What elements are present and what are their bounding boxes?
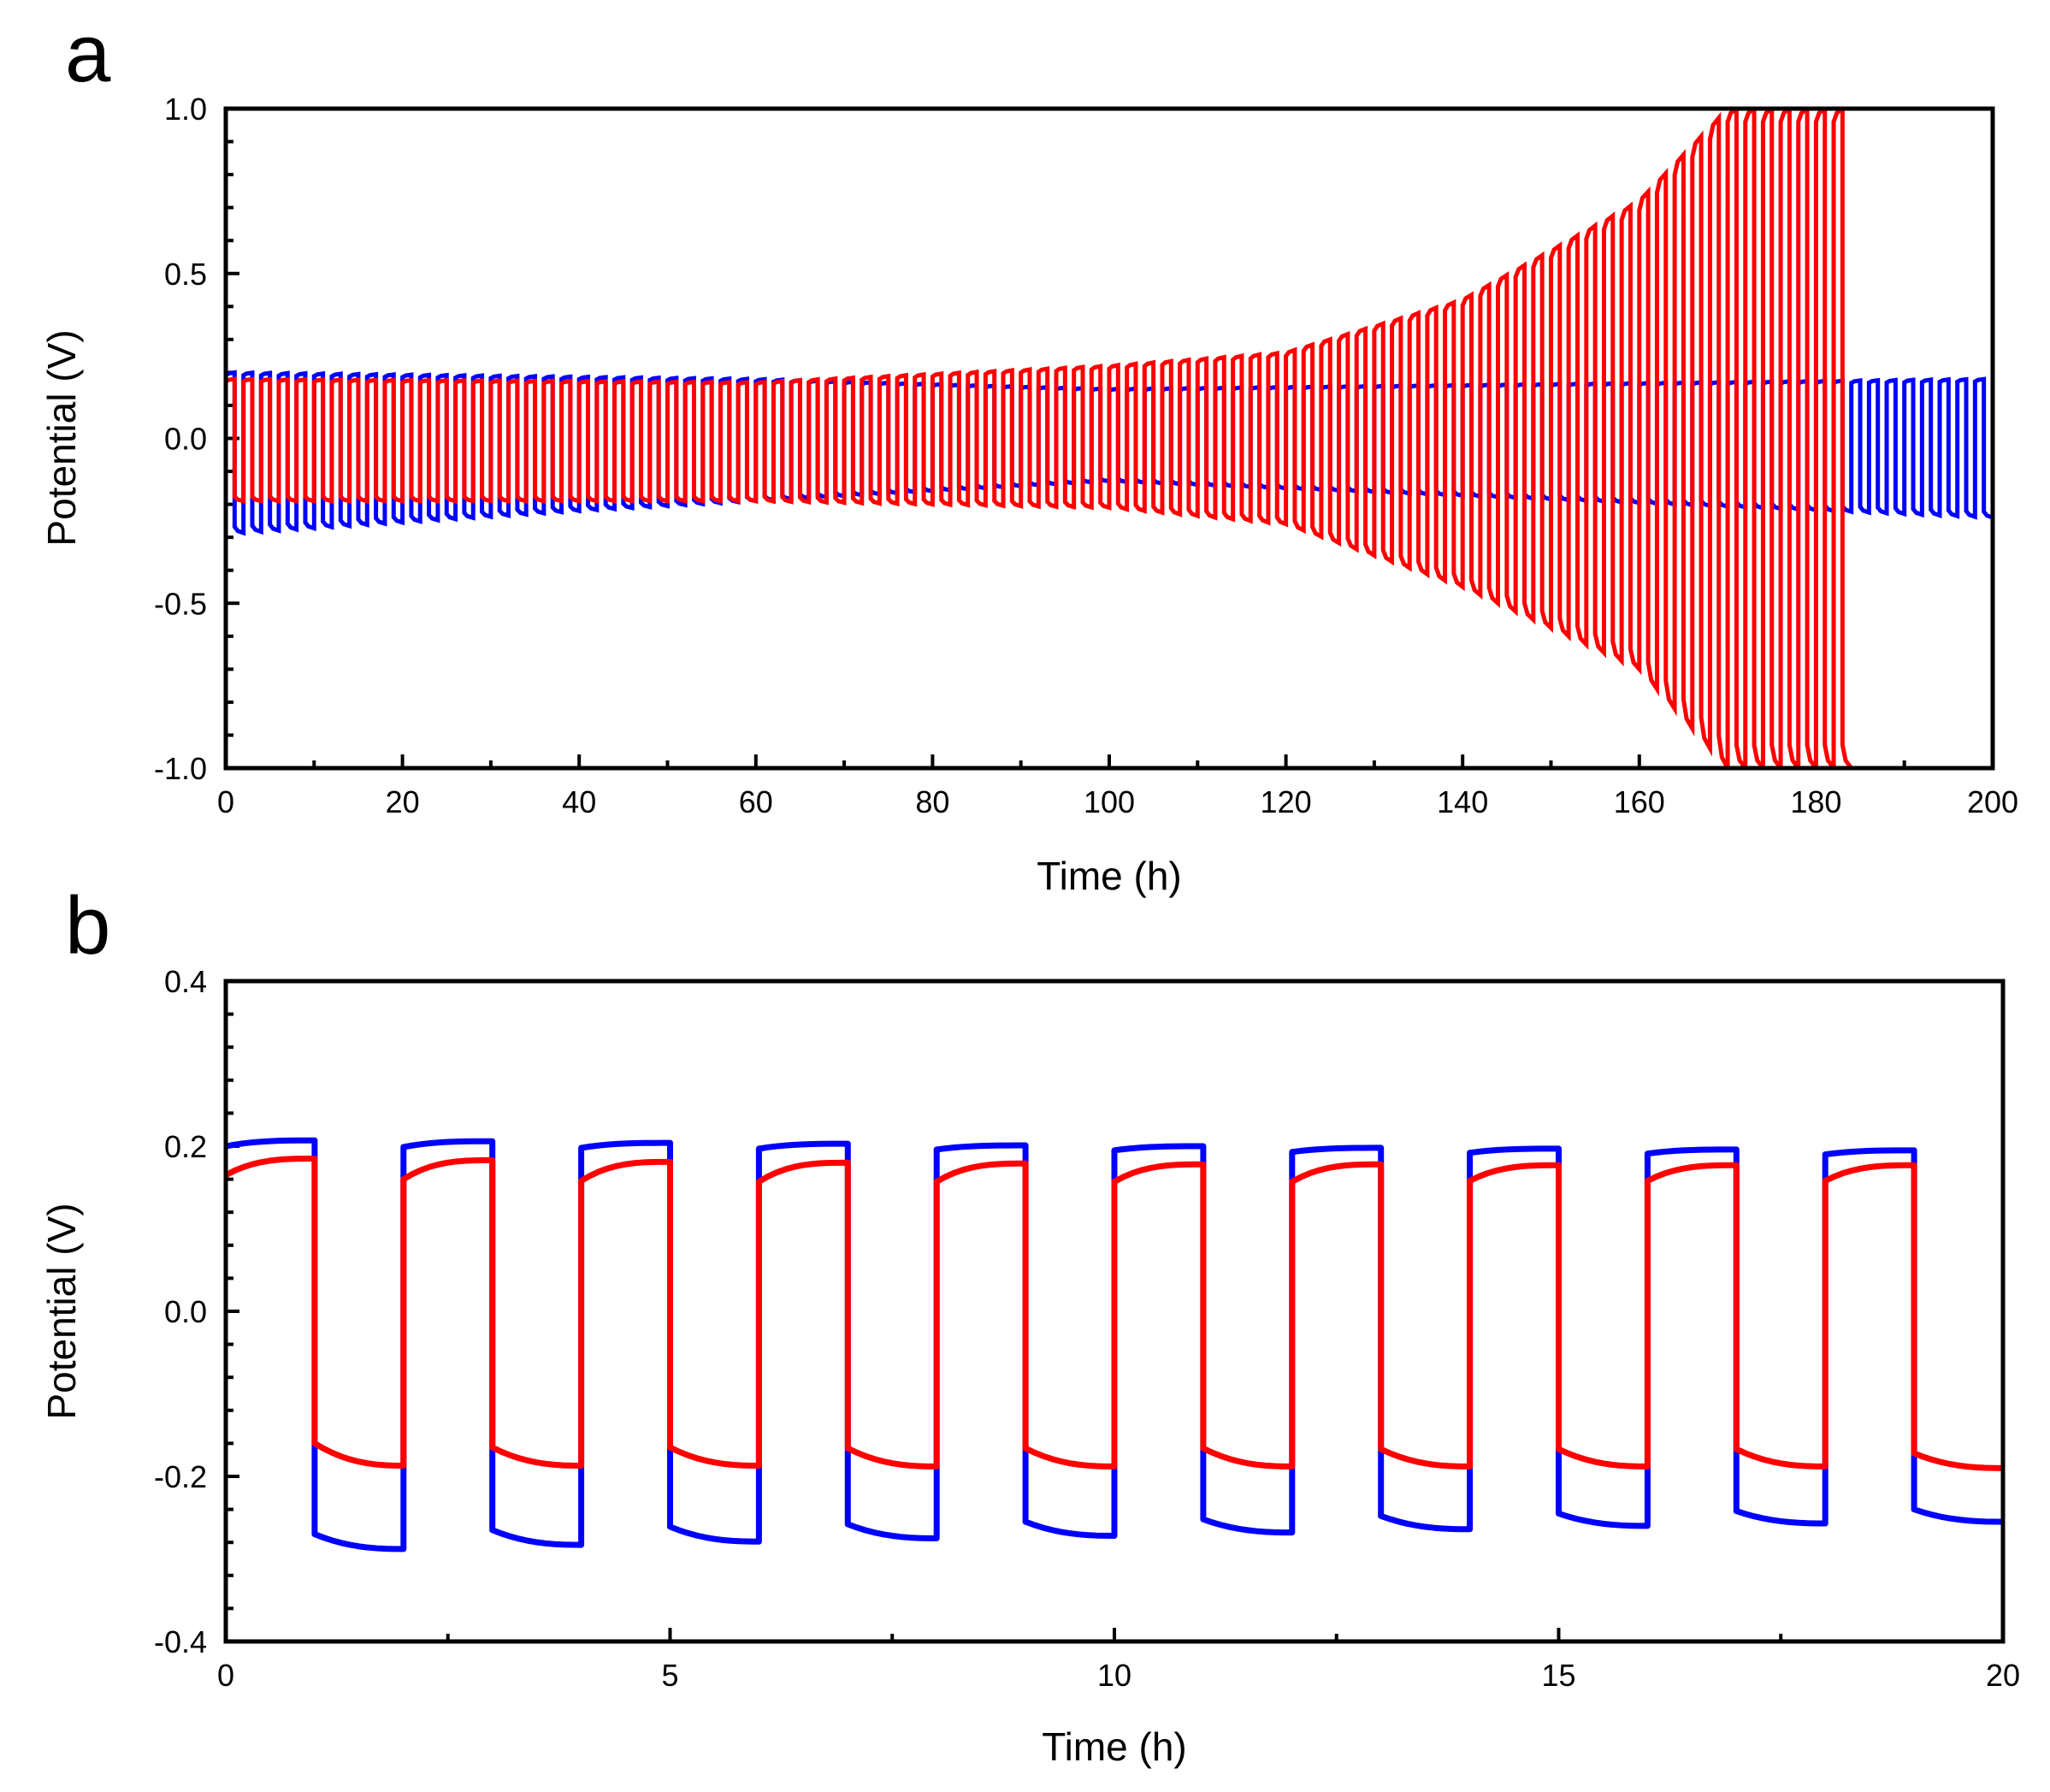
- b-y-tick-label: -0.2: [154, 1459, 207, 1494]
- panel-a-y-axis-title: Potential (V): [39, 329, 84, 546]
- panel-a-letter: a: [65, 8, 111, 99]
- a-x-tick-label: 40: [562, 784, 596, 819]
- panel-b-x-axis-title: Time (h): [1042, 1724, 1187, 1769]
- a-x-tick-label: 0: [217, 784, 234, 819]
- a-x-tick-label: 60: [739, 784, 773, 819]
- panel-a-y-tick-labels: 1.0 0.5 0.0 -0.5 -1.0: [154, 92, 207, 786]
- b-x-tick-label: 5: [661, 1658, 678, 1693]
- b-y-tick-label: 0.4: [164, 964, 207, 999]
- panel-b-frame: [223, 979, 2006, 1644]
- a-x-tick-label: 20: [386, 784, 420, 819]
- panel-a-x-axis-title: Time (h): [1037, 854, 1182, 898]
- b-y-tick-label: 0.0: [164, 1294, 207, 1329]
- panel-b-series: [226, 1137, 2003, 1552]
- b-x-tick-label: 20: [1986, 1658, 2020, 1693]
- panel-a-series: [226, 109, 1993, 768]
- panel-a-frame: [223, 106, 1995, 771]
- b-x-tick-label: 15: [1541, 1658, 1575, 1693]
- a-x-tick-label: 200: [1967, 784, 2018, 819]
- a-y-tick-label: 0.0: [164, 422, 207, 457]
- a-y-tick-label: -1.0: [154, 751, 207, 786]
- panel-b-letter: b: [65, 880, 110, 972]
- a-x-tick-label: 140: [1437, 784, 1488, 819]
- a-x-tick-label: 180: [1790, 784, 1841, 819]
- a-y-tick-label: 1.0: [164, 92, 207, 127]
- b-x-tick-label: 0: [217, 1658, 234, 1693]
- panel-a-red-series: [226, 109, 1853, 768]
- panel-b: b 0 5 10 15 20 0.4 0.2 0.0 -0.2 -0.4 Time (h) Po…: [39, 880, 2020, 1769]
- panel-b-y-tick-labels: 0.4 0.2 0.0 -0.2 -0.4: [154, 964, 207, 1659]
- b-y-tick-label: -0.4: [154, 1624, 207, 1659]
- panel-b-x-tick-labels: 0 5 10 15 20: [217, 1658, 2020, 1693]
- a-x-tick-label: 160: [1614, 784, 1665, 819]
- a-x-tick-label: 120: [1261, 784, 1312, 819]
- b-y-tick-label: 0.2: [164, 1129, 207, 1164]
- panel-b-y-axis-title: Potential (V): [39, 1203, 84, 1419]
- a-y-tick-label: 0.5: [164, 257, 207, 292]
- a-x-tick-label: 80: [915, 784, 949, 819]
- panel-a-x-tick-labels: 0 20 40 60 80 100 120 140 160 180 200: [217, 784, 2018, 819]
- panel-a: a 0 20 40 60 80 100 120 140 160 180 200 1.0 0.5 0.0 -…: [39, 8, 2018, 898]
- panel-b-red-series: [226, 1155, 2003, 1471]
- a-y-tick-label: -0.5: [154, 586, 207, 621]
- a-x-tick-label: 100: [1084, 784, 1135, 819]
- b-x-tick-label: 10: [1097, 1658, 1131, 1693]
